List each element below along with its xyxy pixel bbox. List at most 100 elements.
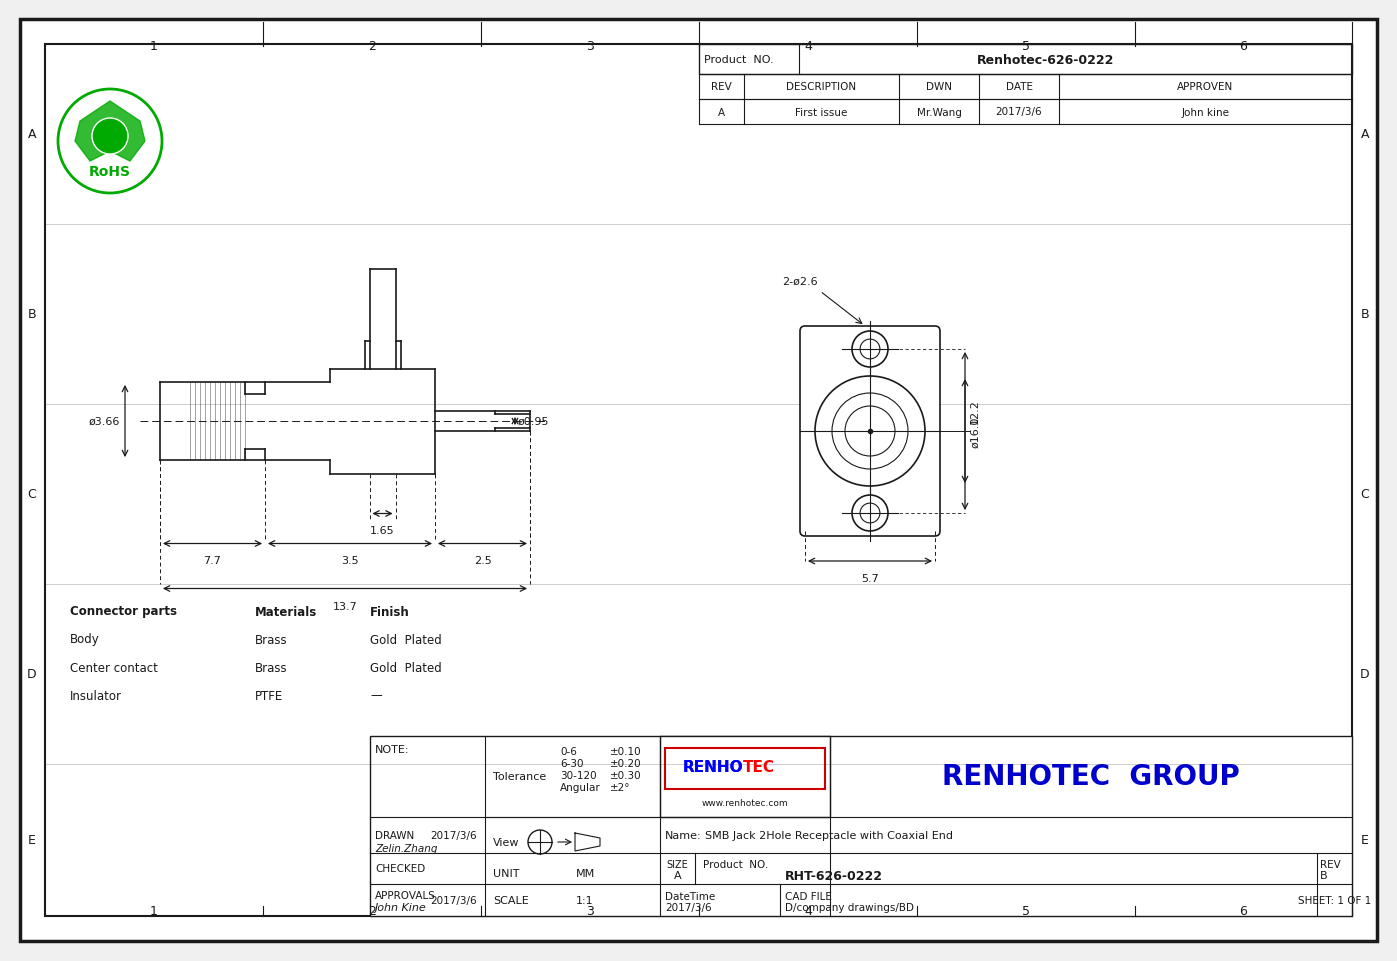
Text: DateTime: DateTime (665, 891, 715, 900)
Text: DESCRIPTION: DESCRIPTION (787, 83, 856, 92)
Bar (370, 736, 1352, 916)
Text: 5: 5 (1023, 39, 1030, 53)
Text: C: C (28, 488, 36, 501)
Circle shape (852, 496, 888, 531)
Text: ±0.10: ±0.10 (610, 747, 641, 756)
Text: ø3.66: ø3.66 (88, 416, 120, 427)
Text: MM: MM (576, 869, 595, 878)
Text: Body: Body (70, 633, 99, 646)
Text: RHT-626-0222: RHT-626-0222 (785, 869, 883, 882)
Text: View: View (493, 837, 520, 847)
Text: 1: 1 (149, 904, 158, 918)
Text: 5.7: 5.7 (861, 574, 879, 583)
Text: ø0.95: ø0.95 (518, 416, 549, 427)
Text: RENHOTEC: RENHOTEC (398, 490, 922, 573)
Text: 12.2: 12.2 (970, 399, 981, 424)
Text: A: A (718, 108, 725, 117)
Text: REV: REV (1320, 859, 1341, 870)
Bar (665, 749, 826, 789)
Text: 6-30: 6-30 (560, 758, 584, 768)
Text: C: C (1361, 488, 1369, 501)
Circle shape (852, 332, 888, 368)
Text: Brass: Brass (256, 661, 288, 674)
Text: 13.7: 13.7 (332, 601, 358, 611)
Text: A: A (673, 871, 682, 880)
Text: A: A (28, 129, 36, 141)
Text: RENHOTEC  GROUP: RENHOTEC GROUP (942, 763, 1241, 791)
Text: 1.65: 1.65 (370, 526, 395, 536)
Text: E: E (28, 833, 36, 847)
Text: Product  NO.: Product NO. (703, 859, 768, 870)
Text: 0-6: 0-6 (560, 747, 577, 756)
Text: Renhotec-626-0222: Renhotec-626-0222 (977, 54, 1115, 66)
Text: Brass: Brass (256, 633, 288, 646)
Text: Gold  Plated: Gold Plated (370, 633, 441, 646)
Polygon shape (75, 102, 145, 161)
Text: 2017/3/6: 2017/3/6 (996, 108, 1042, 117)
Text: APPROVEN: APPROVEN (1178, 83, 1234, 92)
Text: SCALE: SCALE (493, 895, 528, 905)
Text: ±2°: ±2° (610, 782, 630, 792)
Text: John kine: John kine (1182, 108, 1229, 117)
Text: 3: 3 (587, 904, 594, 918)
Text: Center contact: Center contact (70, 661, 158, 674)
Text: CAD FILE: CAD FILE (785, 891, 831, 900)
Text: RENHO: RENHO (682, 759, 743, 775)
Text: 3.5: 3.5 (341, 555, 359, 566)
Text: 2: 2 (367, 39, 376, 53)
Circle shape (814, 377, 925, 486)
Text: First issue: First issue (795, 108, 848, 117)
Text: NOTE:: NOTE: (374, 744, 409, 754)
Text: TEC: TEC (743, 759, 775, 775)
Text: REV: REV (711, 83, 732, 92)
Text: —: — (370, 689, 381, 702)
Text: 5: 5 (1023, 904, 1030, 918)
Text: Gold  Plated: Gold Plated (370, 661, 441, 674)
Text: Finish: Finish (370, 604, 409, 618)
Text: PTFE: PTFE (256, 689, 284, 702)
Circle shape (92, 119, 129, 155)
Text: DWN: DWN (926, 83, 951, 92)
FancyBboxPatch shape (800, 327, 940, 536)
Text: Angular: Angular (560, 782, 601, 792)
Text: Materials: Materials (256, 604, 317, 618)
Bar (659, 736, 830, 817)
Text: 4: 4 (805, 39, 812, 53)
Text: Name:: Name: (665, 830, 701, 840)
Text: John Kine: John Kine (374, 901, 426, 912)
Text: SIZE: SIZE (666, 859, 689, 870)
Text: B: B (1320, 871, 1327, 880)
Text: A: A (1361, 129, 1369, 141)
Polygon shape (576, 833, 599, 851)
Text: 4: 4 (805, 904, 812, 918)
Text: APPROVALS: APPROVALS (374, 890, 436, 899)
Text: RENHO: RENHO (682, 759, 743, 775)
Text: ±0.30: ±0.30 (610, 770, 641, 780)
Text: 1:1: 1:1 (576, 895, 594, 905)
Text: SMB Jack 2Hole Receptacle with Coaxial End: SMB Jack 2Hole Receptacle with Coaxial E… (705, 830, 953, 840)
Text: B: B (28, 308, 36, 321)
Text: 2.5: 2.5 (474, 555, 492, 566)
Text: ø16.0: ø16.0 (970, 416, 981, 447)
Text: 2: 2 (367, 904, 376, 918)
Text: Insulator: Insulator (70, 689, 122, 702)
Text: DRAWN: DRAWN (374, 830, 415, 840)
Text: 2-ø2.6: 2-ø2.6 (782, 277, 819, 286)
Text: 2017/3/6: 2017/3/6 (430, 830, 476, 840)
Text: Product  NO.: Product NO. (704, 55, 774, 65)
Text: 2017/3/6: 2017/3/6 (430, 895, 476, 905)
Text: D/company drawings/BD: D/company drawings/BD (785, 901, 914, 912)
Text: Tolerance: Tolerance (493, 772, 546, 781)
Text: 3: 3 (587, 39, 594, 53)
Text: 6: 6 (1239, 904, 1248, 918)
Text: 30-120: 30-120 (560, 770, 597, 780)
Text: UNIT: UNIT (493, 869, 520, 878)
Text: RENHOTEC: RENHOTEC (319, 390, 841, 473)
Circle shape (59, 90, 162, 194)
Text: CHECKED: CHECKED (374, 863, 425, 874)
Text: 7.7: 7.7 (204, 555, 222, 566)
Text: D: D (1361, 668, 1370, 680)
Bar (698, 45, 1352, 75)
Text: Mr.Wang: Mr.Wang (916, 108, 961, 117)
Text: Connector parts: Connector parts (70, 604, 177, 618)
